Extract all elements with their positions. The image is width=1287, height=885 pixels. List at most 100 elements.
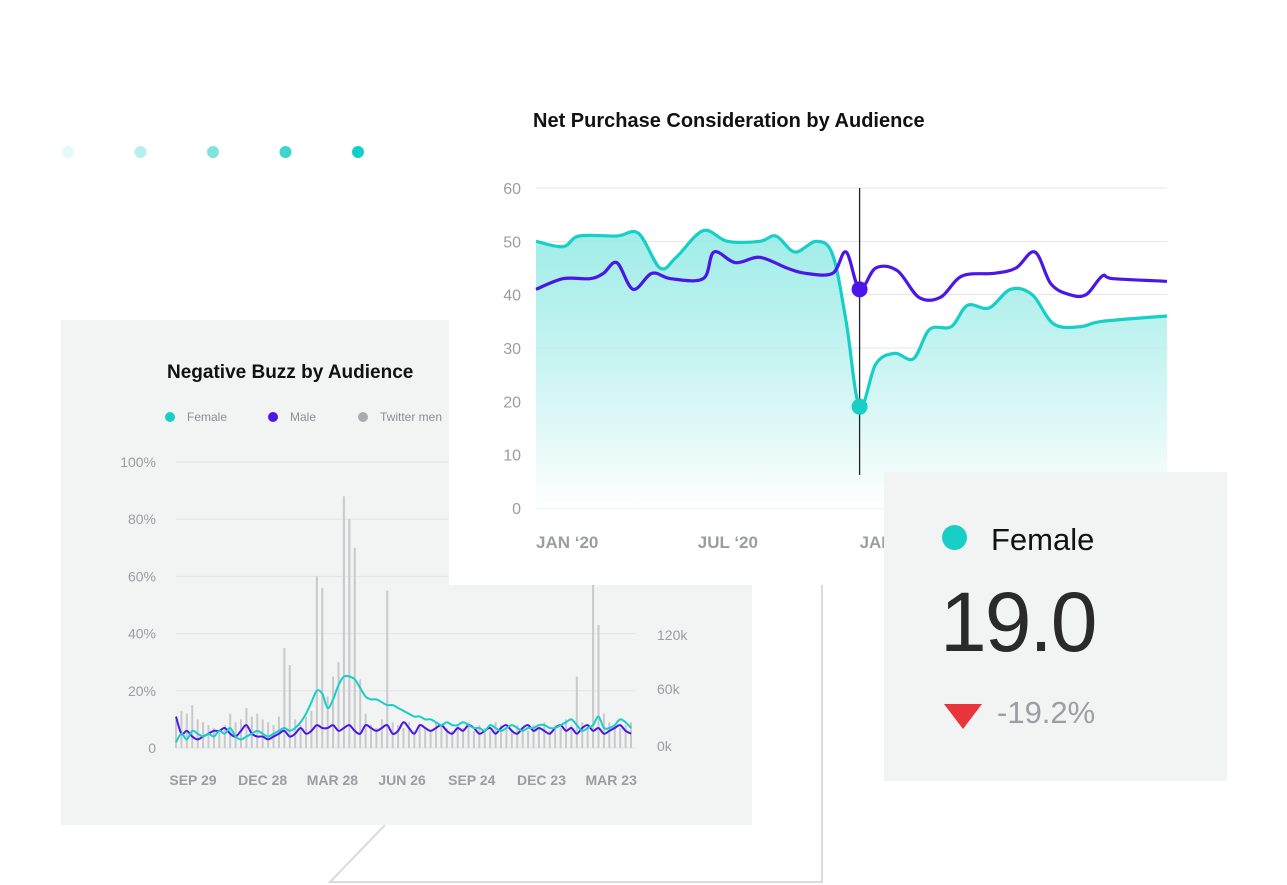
decorative-dot	[352, 146, 364, 158]
twitter-bar	[332, 676, 335, 748]
twitter-bar	[418, 725, 421, 748]
twitter-bar	[532, 725, 535, 748]
twitter-bar	[537, 727, 540, 748]
npc-x-tick-label: JUL ‘20	[698, 533, 758, 552]
twitter-bar	[310, 710, 313, 748]
buzz-y-tick-label: 60%	[128, 568, 156, 584]
legend-item-male[interactable]: Male	[268, 410, 316, 424]
decorative-dots	[62, 146, 364, 158]
twitter-bar	[597, 625, 600, 748]
buzz-x-tick-label: MAR 28	[307, 772, 359, 788]
twitter-bar	[619, 727, 622, 748]
twitter-bar	[288, 665, 291, 748]
decorative-dot	[279, 146, 292, 158]
twitter-bar	[510, 730, 513, 748]
twitter-bar	[175, 719, 177, 748]
twitter-bar	[202, 722, 205, 748]
buzz-y2-tick-label: 0k	[657, 738, 673, 754]
twitter-bar	[337, 662, 340, 748]
twitter-bar	[586, 725, 589, 748]
buzz-x-tick-label: DEC 23	[517, 772, 566, 788]
twitter-bar	[277, 716, 280, 748]
twitter-bar	[191, 705, 194, 748]
npc-line-female	[535, 228, 1168, 409]
negative-buzz-chart: 0 20% 40% 60% 80% 100% 0k 60k 120k SEP 29 DEC 28 MA…	[120, 454, 688, 788]
buzz-x-tick-label: MAR 23	[586, 772, 638, 788]
twitter-bar	[608, 722, 611, 748]
buzz-y2-tick-label: 60k	[657, 681, 681, 697]
twitter-bar	[494, 722, 497, 748]
npc-y-tick-label: 50	[503, 234, 521, 251]
twitter-bar	[435, 722, 437, 748]
twitter-bar	[321, 587, 324, 748]
twitter-bar	[370, 725, 372, 748]
twitter-bar	[397, 725, 400, 748]
twitter-bar	[516, 725, 519, 748]
npc-y-tick-label: 40	[503, 288, 521, 305]
npc-y-tick-label: 30	[503, 341, 521, 358]
twitter-bar	[240, 719, 242, 748]
twitter-bar	[456, 725, 459, 748]
tooltip-series-label: Female	[991, 522, 1095, 557]
twitter-bar	[424, 727, 427, 748]
legend-twitter-dot	[358, 412, 368, 422]
twitter-bar	[283, 647, 286, 748]
twitter-bar	[407, 722, 410, 748]
twitter-bar	[413, 730, 416, 748]
twitter-bar	[472, 730, 475, 748]
twitter-bar	[483, 727, 486, 748]
twitter-bar	[451, 730, 454, 748]
npc-y-tick-label: 10	[503, 448, 521, 465]
down-triangle-icon	[944, 704, 982, 729]
buzz-y2-tick-label: 120k	[657, 627, 688, 643]
twitter-bar	[630, 722, 632, 748]
twitter-bar	[565, 719, 567, 748]
legend-item-female[interactable]: Female	[165, 410, 227, 424]
legend-item-twitter[interactable]: Twitter men	[358, 410, 442, 424]
twitter-bar	[386, 590, 389, 748]
tooltip-change: -19.2%	[997, 695, 1096, 730]
twitter-bar	[581, 722, 584, 748]
negative-buzz-title: Negative Buzz by Audience	[167, 362, 414, 383]
twitter-bar	[505, 727, 508, 748]
twitter-bar	[478, 725, 481, 748]
npc-x-tick-label: JAN ‘20	[536, 533, 598, 552]
twitter-bar	[212, 727, 215, 748]
twitter-bar	[315, 576, 318, 748]
npc-line-male	[535, 250, 1168, 302]
buzz-x-tick-label: SEP 29	[169, 772, 216, 788]
twitter-bar	[267, 722, 270, 748]
twitter-bar	[342, 496, 345, 748]
twitter-bar	[548, 730, 551, 748]
buzz-y-tick-label: 20%	[128, 683, 156, 699]
npc-y-tick-label: 20	[503, 394, 521, 411]
twitter-bar	[445, 727, 448, 748]
twitter-bar	[326, 696, 329, 748]
buzz-y-tick-label: 80%	[128, 511, 156, 527]
buzz-x-tick-label: SEP 24	[448, 772, 495, 788]
twitter-bar	[527, 730, 530, 748]
buzz-y-tick-label: 40%	[128, 626, 156, 642]
decorative-dot	[62, 146, 74, 158]
twitter-bar	[180, 710, 183, 748]
twitter-bar	[375, 727, 378, 748]
twitter-bar	[575, 676, 578, 748]
twitter-bar	[429, 730, 432, 748]
twitter-bar	[592, 582, 595, 748]
legend-female-dot	[165, 412, 175, 422]
twitter-bar	[218, 730, 221, 748]
twitter-bar	[500, 725, 502, 748]
buzz-x-tick-label: DEC 28	[238, 772, 287, 788]
twitter-bar	[391, 722, 394, 748]
hover-tooltip-card: Female 19.0 -19.2%	[884, 472, 1227, 781]
twitter-bar	[602, 713, 605, 748]
twitter-bar	[364, 713, 367, 748]
twitter-bar	[299, 725, 302, 748]
twitter-bar	[229, 713, 232, 748]
twitter-bar	[359, 679, 362, 748]
hover-point-female	[851, 398, 868, 415]
twitter-bar	[521, 727, 524, 748]
legend-twitter-label: Twitter men	[380, 410, 443, 424]
